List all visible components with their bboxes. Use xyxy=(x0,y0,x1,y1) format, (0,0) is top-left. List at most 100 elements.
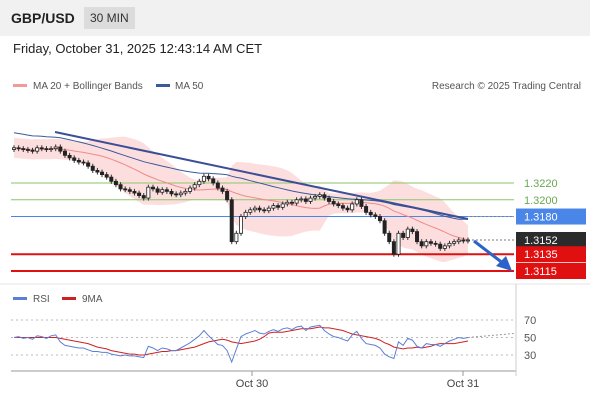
time-axis-ticks: Oct 30 Oct 31 xyxy=(236,371,479,390)
candle xyxy=(123,186,128,193)
price-panel xyxy=(0,67,590,284)
level-label-1.3152: 1.3152 xyxy=(524,235,558,247)
candle xyxy=(438,241,443,251)
candle xyxy=(410,226,415,235)
candle xyxy=(62,148,67,158)
candle xyxy=(322,192,327,201)
time-tick-label: Oct 30 xyxy=(236,378,268,390)
candle xyxy=(49,146,54,152)
candle xyxy=(401,230,406,240)
candle xyxy=(169,188,174,197)
ma50-legend-swatch xyxy=(156,84,170,87)
rsi-ma-legend-swatch xyxy=(62,297,76,300)
level-label-1.3180: 1.3180 xyxy=(524,212,558,224)
candle xyxy=(243,209,248,220)
candle xyxy=(373,212,378,220)
candle xyxy=(201,173,206,184)
candle xyxy=(336,201,341,209)
candle xyxy=(16,145,21,152)
ma20-legend-label: MA 20 + Bollinger Bands xyxy=(33,81,143,92)
candle xyxy=(11,145,16,152)
candle xyxy=(81,159,86,166)
candle xyxy=(248,207,253,215)
candle xyxy=(303,196,308,204)
rsi-panel: 70 50 30 xyxy=(11,315,536,364)
candle xyxy=(456,237,461,245)
candle xyxy=(220,185,225,194)
candle xyxy=(192,182,197,191)
candle xyxy=(276,203,281,210)
rsi-ma-legend-label: 9MA xyxy=(82,294,103,305)
level-label-1.3115: 1.3115 xyxy=(524,266,557,278)
candle xyxy=(452,239,457,246)
candle xyxy=(262,207,267,214)
candle xyxy=(109,174,114,184)
candle xyxy=(331,198,336,207)
candle xyxy=(327,195,332,204)
datetime-label: Friday, October 31, 2025 12:43:14 AM CET xyxy=(13,41,263,56)
level-box-1.3135 xyxy=(516,246,586,263)
candle xyxy=(350,201,355,213)
candle xyxy=(141,193,146,201)
candle xyxy=(225,188,230,203)
candle xyxy=(266,205,271,214)
candle xyxy=(313,193,318,201)
candle xyxy=(183,188,188,196)
level-label-1.3220: 1.3220 xyxy=(524,178,558,190)
candle xyxy=(113,178,118,188)
candle xyxy=(433,240,438,247)
candle xyxy=(294,197,299,206)
moving-averages xyxy=(13,132,469,241)
candle xyxy=(67,152,72,161)
candle xyxy=(368,209,373,218)
candle xyxy=(234,230,239,245)
candle xyxy=(271,203,276,211)
candle xyxy=(238,214,243,236)
candle xyxy=(299,196,304,203)
level-label-1.3200: 1.3200 xyxy=(524,195,558,207)
rsi-tick-50: 50 xyxy=(524,333,536,345)
candle xyxy=(95,167,100,175)
ma20-legend-swatch xyxy=(13,84,27,87)
candle xyxy=(396,230,401,257)
candle xyxy=(317,192,322,199)
candle xyxy=(345,205,350,213)
level-box-1.3152 xyxy=(516,231,586,248)
ma50-line xyxy=(13,132,469,220)
candle xyxy=(178,190,183,198)
candle xyxy=(76,157,81,165)
rsi-tick-70: 70 xyxy=(524,315,536,327)
candlesticks xyxy=(11,144,470,257)
candle xyxy=(415,229,420,245)
candle xyxy=(137,190,142,199)
level-box-1.3115 xyxy=(516,263,586,279)
candle xyxy=(100,169,105,178)
candle xyxy=(419,239,424,249)
top-bar: GBP/USD 30 MIN xyxy=(0,0,590,36)
timeframe-badge[interactable]: 30 MIN xyxy=(84,7,135,29)
candle xyxy=(229,197,234,245)
candle xyxy=(197,178,202,188)
candle xyxy=(280,201,285,210)
candle xyxy=(391,239,396,257)
candle xyxy=(127,187,132,194)
candle xyxy=(359,197,364,209)
candle xyxy=(257,205,262,213)
candle xyxy=(174,191,179,198)
candle xyxy=(461,237,466,244)
candle xyxy=(405,226,410,240)
time-tick-label: Oct 31 xyxy=(447,378,479,390)
candle xyxy=(340,203,345,211)
candle xyxy=(285,199,290,207)
candle xyxy=(465,237,470,244)
candle xyxy=(206,173,211,182)
candle xyxy=(164,187,169,194)
rsi-tick-30: 30 xyxy=(524,350,536,362)
forecast-arrow-head xyxy=(496,256,512,271)
candle xyxy=(428,239,433,246)
rsi-extension xyxy=(467,333,515,338)
forecast-arrow-shaft xyxy=(473,239,505,266)
candle xyxy=(442,243,447,251)
